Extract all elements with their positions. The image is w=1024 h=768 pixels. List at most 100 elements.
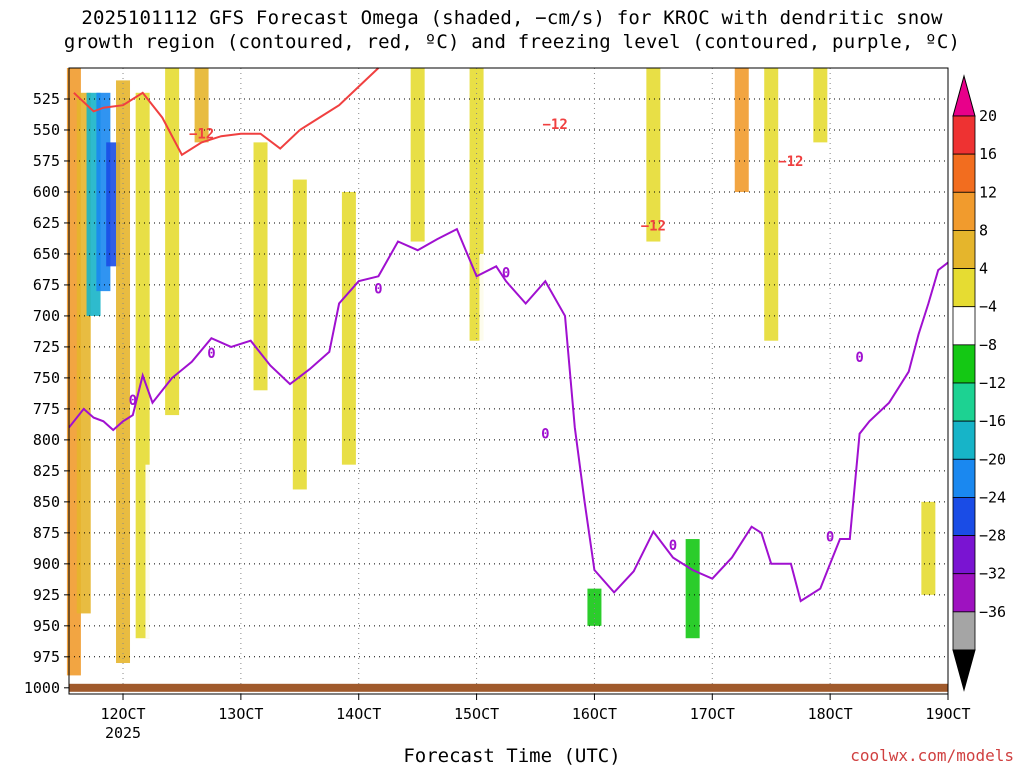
colorbar: 20 16 12 8 4 −4 −8 −12 −16 −20 −24 −28 −32 −36 [952,74,1006,692]
y-tick-label: 825 [33,462,60,480]
y-tick-label: 700 [33,307,60,325]
omega-patch [921,501,936,595]
x-tick-label: 12OCT [100,705,145,723]
y-tick-label: 925 [33,586,60,604]
dgz-contour-label: −12 [189,127,214,143]
dgz-contour-label: −12 [543,117,568,133]
freezing-level-label: 0 [541,427,549,443]
freezing-level-label: 0 [855,350,863,366]
y-tick-label: 750 [33,369,60,387]
colorbar-swatch [952,344,976,384]
freezing-level-label: 0 [826,530,834,546]
colorbar-swatch [952,573,976,613]
colorbar-tick-label: −28 [979,527,1006,545]
omega-patch [253,142,268,391]
colorbar-swatch [952,382,976,422]
plot-frame [68,67,949,695]
omega-patch [292,179,307,490]
colorbar-swatch [952,611,976,651]
omega-shading [66,68,936,676]
colorbar-tick-label: −20 [979,450,1006,468]
omega-patch [685,539,700,639]
chart-title-line-1: 2025101112 GFS Forecast Omega (shaded, −… [81,7,943,29]
freezing-level-contour [68,227,949,603]
y-tick-label: 1000 [24,679,60,697]
y-tick-label: 725 [33,338,60,356]
y-tick-label: 850 [33,493,60,511]
x-tick-label: 18OCT [808,705,853,723]
freezing-level-label: 0 [502,266,510,282]
y-tick-label: 525 [33,90,60,108]
colorbar-tick-label: −16 [979,412,1006,430]
colorbar-bottom-arrow [952,649,976,692]
dgz-minus12-contour [73,67,380,157]
freezing-level-label: 0 [129,393,137,409]
x-tick-label: 13OCT [218,705,263,723]
x-year-label: 2025 [105,724,141,742]
omega-patch [204,588,219,657]
colorbar-swatch [952,191,976,231]
y-axis-tick-labels: 525 550 575 600 625 650 675 700 725 750 775 800 825 8… [24,90,69,697]
y-tick-label: 625 [33,214,60,232]
colorbar-tick-label: −24 [979,488,1006,506]
colorbar-tick-label: 4 [979,260,988,278]
ground-surface-band [69,683,948,692]
omega-patch [165,68,180,416]
omega-patch [646,68,661,242]
y-tick-label: 875 [33,524,60,542]
colorbar-swatch [952,115,976,155]
x-tick-label: 17OCT [690,705,735,723]
omega-patch [479,253,494,366]
y-tick-label: 775 [33,400,60,418]
dgz-contour-label: −12 [641,218,666,234]
freezing-level-label: 0 [669,538,677,554]
omega-patch [145,464,160,639]
y-tick-label: 600 [33,183,60,201]
colorbar-tick-label: −36 [979,603,1006,621]
colorbar-swatch [952,535,976,575]
plot-border [68,67,949,695]
y-tick-label: 675 [33,276,60,294]
x-tick-label: 14OCT [336,705,381,723]
colorbar-swatch [952,497,976,536]
y-tick-label: 800 [33,431,60,449]
colorbar-tick-label: 16 [979,145,997,163]
omega-patch [508,601,523,670]
colorbar-tick-label: 8 [979,221,988,239]
chart-title-line-2: growth region (contoured, red, ºC) and f… [63,31,961,53]
dgz-contour-label: −12 [778,154,803,170]
x-tick-label: 19OCT [925,705,970,723]
colorbar-tick-label: 20 [979,107,997,125]
ground-band [69,683,948,692]
chart-title: 2025101112 GFS Forecast Omega (shaded, −… [0,6,1024,54]
colorbar-swatch [952,306,976,346]
y-tick-label: 550 [33,121,60,139]
y-tick-label: 950 [33,617,60,635]
y-tick-label: 900 [33,555,60,573]
colorbar-tick-label: 12 [979,183,997,201]
y-tick-label: 975 [33,648,60,666]
grid-lines [69,68,949,694]
freezing-level-label: 0 [207,346,215,362]
dgz-contours: −12 −12 −12 −12 [73,67,804,234]
x-axis-label: Forecast Time (UTC) [403,745,621,767]
x-tick-label: 16OCT [572,705,617,723]
colorbar-tick-label: −12 [979,374,1006,392]
freezing-level-label: 0 [374,282,382,298]
freezing-level-contours: 0 0 0 0 0 0 0 0 [68,227,949,603]
omega-patch [813,68,828,143]
x-tick-label: 15OCT [454,705,499,723]
omega-patch [587,588,602,626]
omega-patch [116,80,131,664]
colorbar-top-arrow [952,74,976,117]
colorbar-swatch [952,230,976,269]
y-tick-label: 575 [33,152,60,170]
colorbar-swatch [952,420,976,460]
omega-patch [734,68,749,192]
colorbar-tick-label: −4 [979,298,997,316]
colorbar-swatch [952,268,976,308]
omega-patch [764,68,779,341]
omega-patch [194,68,209,143]
omega-patch [341,191,356,465]
